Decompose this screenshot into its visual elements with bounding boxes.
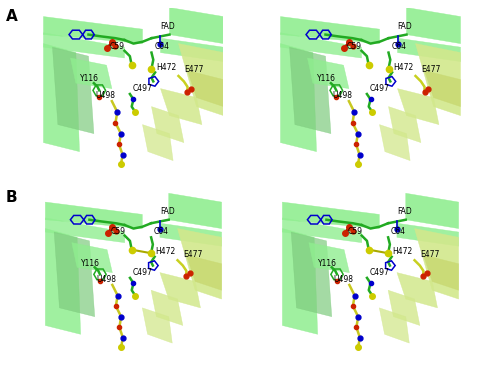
PathPatch shape <box>282 202 379 229</box>
Text: E477: E477 <box>420 250 439 259</box>
Text: C497: C497 <box>133 268 153 277</box>
Text: H472: H472 <box>156 247 176 256</box>
PathPatch shape <box>160 223 222 246</box>
Text: Y116: Y116 <box>316 74 335 83</box>
PathPatch shape <box>70 58 112 89</box>
Text: H472: H472 <box>393 63 413 72</box>
PathPatch shape <box>186 255 222 290</box>
Text: U498: U498 <box>333 275 353 284</box>
Text: H472: H472 <box>393 247 413 256</box>
PathPatch shape <box>309 243 349 273</box>
PathPatch shape <box>282 229 318 334</box>
PathPatch shape <box>45 229 81 334</box>
PathPatch shape <box>45 218 125 243</box>
PathPatch shape <box>169 193 222 229</box>
PathPatch shape <box>282 218 362 243</box>
Text: C497: C497 <box>370 268 390 277</box>
PathPatch shape <box>379 308 409 343</box>
Text: C59: C59 <box>110 42 125 51</box>
PathPatch shape <box>151 290 183 326</box>
Text: C59: C59 <box>111 227 126 236</box>
PathPatch shape <box>406 193 459 229</box>
PathPatch shape <box>178 229 222 299</box>
Text: FAD: FAD <box>397 207 412 216</box>
Text: E477: E477 <box>421 66 440 74</box>
PathPatch shape <box>397 223 459 246</box>
Text: C64: C64 <box>154 42 169 51</box>
PathPatch shape <box>142 308 172 343</box>
PathPatch shape <box>143 125 173 161</box>
Text: A: A <box>6 9 18 25</box>
Text: Y116: Y116 <box>81 258 100 268</box>
PathPatch shape <box>291 232 332 317</box>
PathPatch shape <box>43 33 124 58</box>
PathPatch shape <box>388 290 420 326</box>
PathPatch shape <box>45 202 142 229</box>
Text: U498: U498 <box>96 275 116 284</box>
PathPatch shape <box>161 89 202 125</box>
Text: FAD: FAD <box>161 22 175 31</box>
PathPatch shape <box>52 47 94 133</box>
PathPatch shape <box>415 229 459 299</box>
PathPatch shape <box>407 8 461 44</box>
Text: C64: C64 <box>391 42 406 51</box>
PathPatch shape <box>160 273 201 308</box>
Text: C59: C59 <box>347 42 362 51</box>
PathPatch shape <box>280 33 361 58</box>
PathPatch shape <box>397 273 438 308</box>
PathPatch shape <box>152 106 184 143</box>
PathPatch shape <box>161 38 224 61</box>
PathPatch shape <box>280 17 380 44</box>
PathPatch shape <box>398 89 439 125</box>
PathPatch shape <box>280 44 316 152</box>
PathPatch shape <box>43 44 79 152</box>
PathPatch shape <box>43 17 143 44</box>
Text: C497: C497 <box>133 84 153 93</box>
Text: C59: C59 <box>348 227 363 236</box>
Text: C64: C64 <box>154 227 169 236</box>
Text: B: B <box>6 190 17 205</box>
PathPatch shape <box>289 47 331 133</box>
PathPatch shape <box>416 44 461 116</box>
Text: Y116: Y116 <box>79 74 98 83</box>
Text: U498: U498 <box>96 91 116 100</box>
PathPatch shape <box>380 125 410 161</box>
Text: E477: E477 <box>183 250 202 259</box>
Text: FAD: FAD <box>160 207 175 216</box>
PathPatch shape <box>398 38 461 61</box>
Text: U498: U498 <box>333 91 353 100</box>
PathPatch shape <box>188 70 224 106</box>
PathPatch shape <box>425 70 461 106</box>
PathPatch shape <box>72 243 112 273</box>
PathPatch shape <box>389 106 421 143</box>
PathPatch shape <box>307 58 349 89</box>
PathPatch shape <box>423 255 459 290</box>
Text: H472: H472 <box>156 63 176 72</box>
Text: C497: C497 <box>370 84 390 93</box>
PathPatch shape <box>54 232 95 317</box>
Text: Y116: Y116 <box>318 258 337 268</box>
Text: C64: C64 <box>391 227 406 236</box>
Text: FAD: FAD <box>398 22 412 31</box>
PathPatch shape <box>170 8 224 44</box>
Text: E477: E477 <box>184 66 203 74</box>
PathPatch shape <box>179 44 224 116</box>
